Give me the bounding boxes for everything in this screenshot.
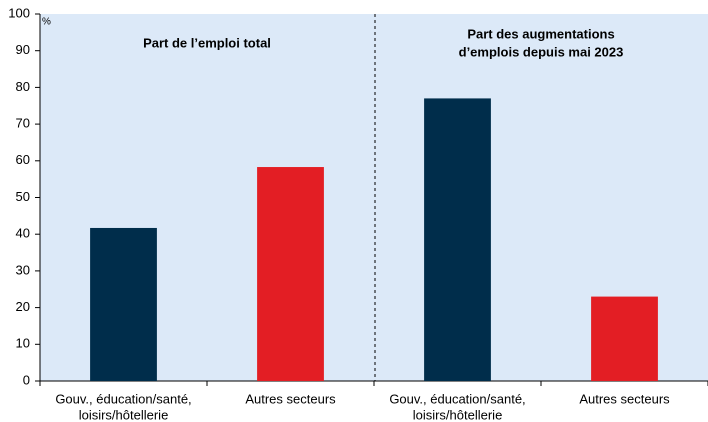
y-tick-label: 70 [16, 116, 30, 131]
y-tick-label: 60 [16, 152, 30, 167]
x-tick-label: Autres secteurs [579, 391, 670, 406]
y-tick-label: 50 [16, 189, 30, 204]
x-tick-label: loisirs/hôtellerie [413, 407, 503, 422]
x-tick-label: Gouv., éducation/santé, [389, 391, 525, 406]
x-tick-label: loisirs/hôtellerie [79, 407, 169, 422]
y-tick-label: 10 [16, 336, 30, 351]
bar [90, 227, 157, 381]
y-tick-label: 100 [8, 5, 30, 20]
unit-label: % [42, 17, 51, 28]
y-tick-label: 0 [23, 372, 30, 387]
bar [591, 296, 658, 381]
y-tick-label: 20 [16, 299, 30, 314]
x-tick-label: Autres secteurs [245, 391, 336, 406]
annotation: Part de l’emploi total [143, 35, 271, 50]
y-tick-label: 80 [16, 79, 30, 94]
y-tick-label: 30 [16, 262, 30, 277]
y-tick-label: 40 [16, 226, 30, 241]
y-tick-label: 90 [16, 42, 30, 57]
annotation: Part des augmentations [467, 26, 614, 41]
x-tick-label: Gouv., éducation/santé, [55, 391, 191, 406]
annotation: d’emplois depuis mai 2023 [459, 44, 624, 59]
bar [257, 167, 324, 381]
bar [424, 98, 491, 381]
